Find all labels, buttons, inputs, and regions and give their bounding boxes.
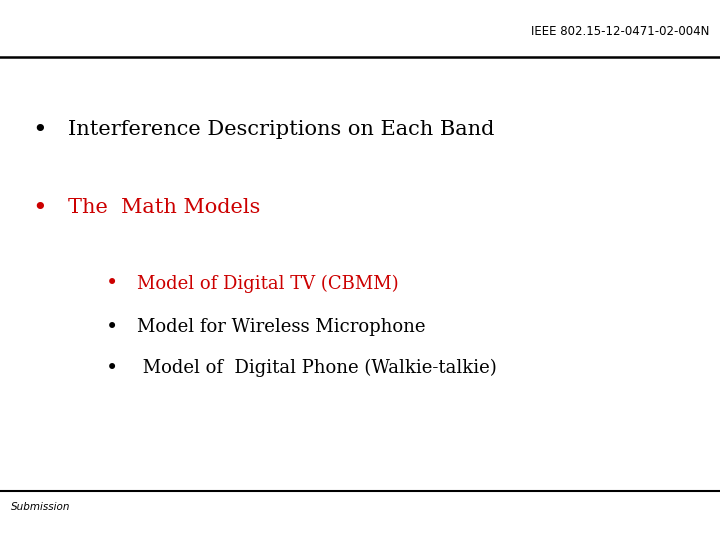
Text: The  Math Models: The Math Models [68, 198, 261, 218]
Text: Model for Wireless Microphone: Model for Wireless Microphone [137, 318, 426, 336]
Text: •: • [105, 316, 118, 337]
Text: Interference Descriptions on Each Band: Interference Descriptions on Each Band [68, 120, 495, 139]
Text: •: • [32, 118, 47, 141]
Text: IEEE 802.15-12-0471-02-004N: IEEE 802.15-12-0471-02-004N [531, 25, 709, 38]
Text: •: • [32, 196, 47, 220]
Text: Model of  Digital Phone (Walkie-talkie): Model of Digital Phone (Walkie-talkie) [137, 359, 497, 377]
Text: Model of Digital TV (CBMM): Model of Digital TV (CBMM) [137, 274, 398, 293]
Text: Submission: Submission [11, 502, 71, 512]
Text: •: • [105, 273, 118, 294]
Text: •: • [105, 358, 118, 379]
